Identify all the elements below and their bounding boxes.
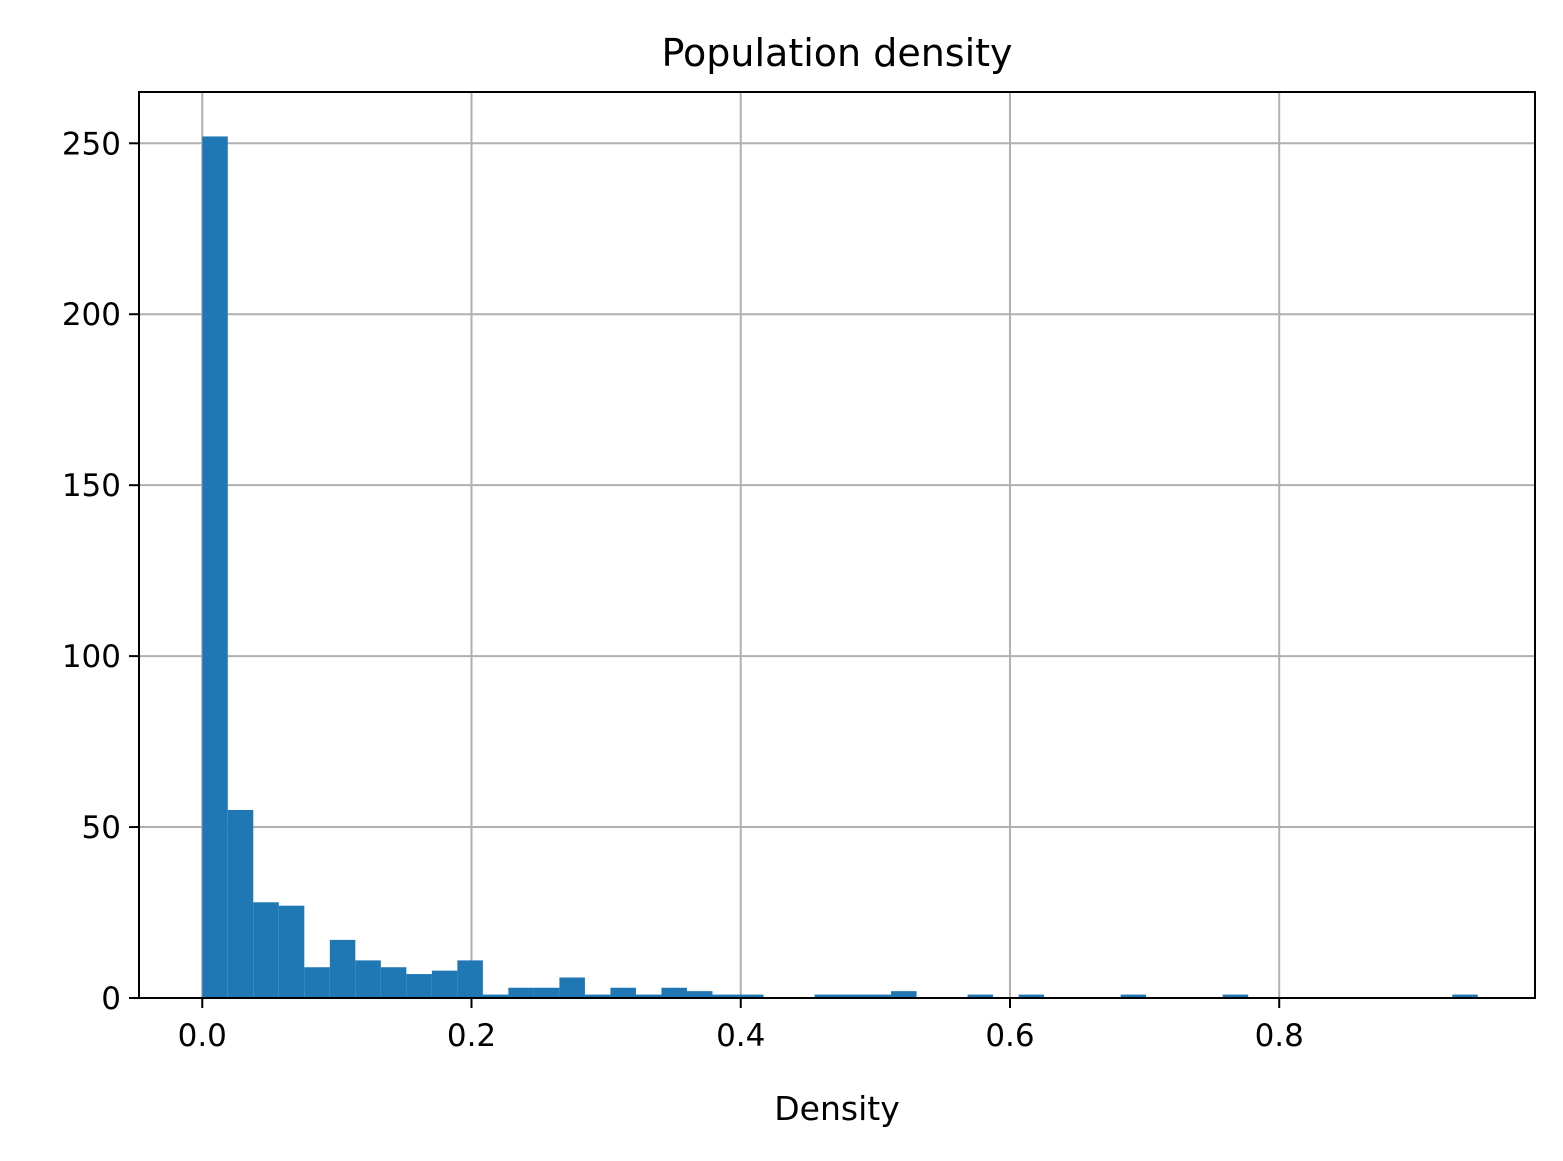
histogram-bar xyxy=(1452,994,1478,998)
histogram-bar xyxy=(227,809,254,998)
histogram-bar xyxy=(278,905,305,998)
chart-title: Population density xyxy=(661,31,1012,75)
y-tick-label: 150 xyxy=(62,468,121,504)
histogram-bar xyxy=(865,994,892,998)
histogram-bar xyxy=(1120,994,1147,998)
histogram-bar xyxy=(661,987,687,998)
histogram-bar xyxy=(329,939,356,998)
histogram-bars xyxy=(202,136,1478,998)
histogram-bar xyxy=(814,994,841,998)
histogram-bar xyxy=(253,902,279,998)
histogram-bar xyxy=(559,977,585,998)
histogram-bar xyxy=(1222,994,1249,998)
histogram-bar xyxy=(967,994,994,998)
histogram-bar xyxy=(304,967,330,998)
histogram-bar xyxy=(686,991,713,998)
x-tick-label: 0.4 xyxy=(716,1018,765,1054)
histogram-bar xyxy=(202,136,228,998)
x-tick-label: 0.2 xyxy=(447,1018,496,1054)
plot-frame xyxy=(138,91,1536,999)
histogram-bar xyxy=(355,960,381,998)
histogram-bar xyxy=(482,994,509,998)
histogram-bar xyxy=(635,994,662,998)
y-tick-label: 100 xyxy=(62,639,121,675)
grid-lines xyxy=(139,92,1535,999)
histogram-bar xyxy=(610,987,636,998)
y-tick-label: 0 xyxy=(101,981,121,1017)
y-tick-label: 250 xyxy=(62,126,121,162)
histogram-bar xyxy=(457,960,483,998)
x-tick-label: 0.6 xyxy=(985,1018,1034,1054)
histogram-bar xyxy=(737,994,764,998)
histogram-bar xyxy=(584,994,611,998)
x-axis-label: Density xyxy=(774,1089,899,1128)
histogram-bar xyxy=(1018,994,1045,998)
histogram-bar xyxy=(891,991,917,998)
histogram-bar xyxy=(840,994,866,998)
histogram-bar xyxy=(431,970,458,998)
histogram-bar xyxy=(508,987,534,998)
histogram-bar xyxy=(533,987,560,998)
histogram-bar xyxy=(406,974,432,998)
histogram-bar xyxy=(380,967,407,998)
x-tick-label: 0.8 xyxy=(1255,1018,1304,1054)
y-tick-label: 50 xyxy=(82,810,121,846)
y-tick-label: 200 xyxy=(62,297,121,333)
x-tick-label: 0.0 xyxy=(178,1018,227,1054)
histogram-bar xyxy=(712,994,738,998)
axis-ticks: 0.0 0.2 0.4 0.6 0.8 0 50 100 150 200 250 xyxy=(62,126,1304,1054)
